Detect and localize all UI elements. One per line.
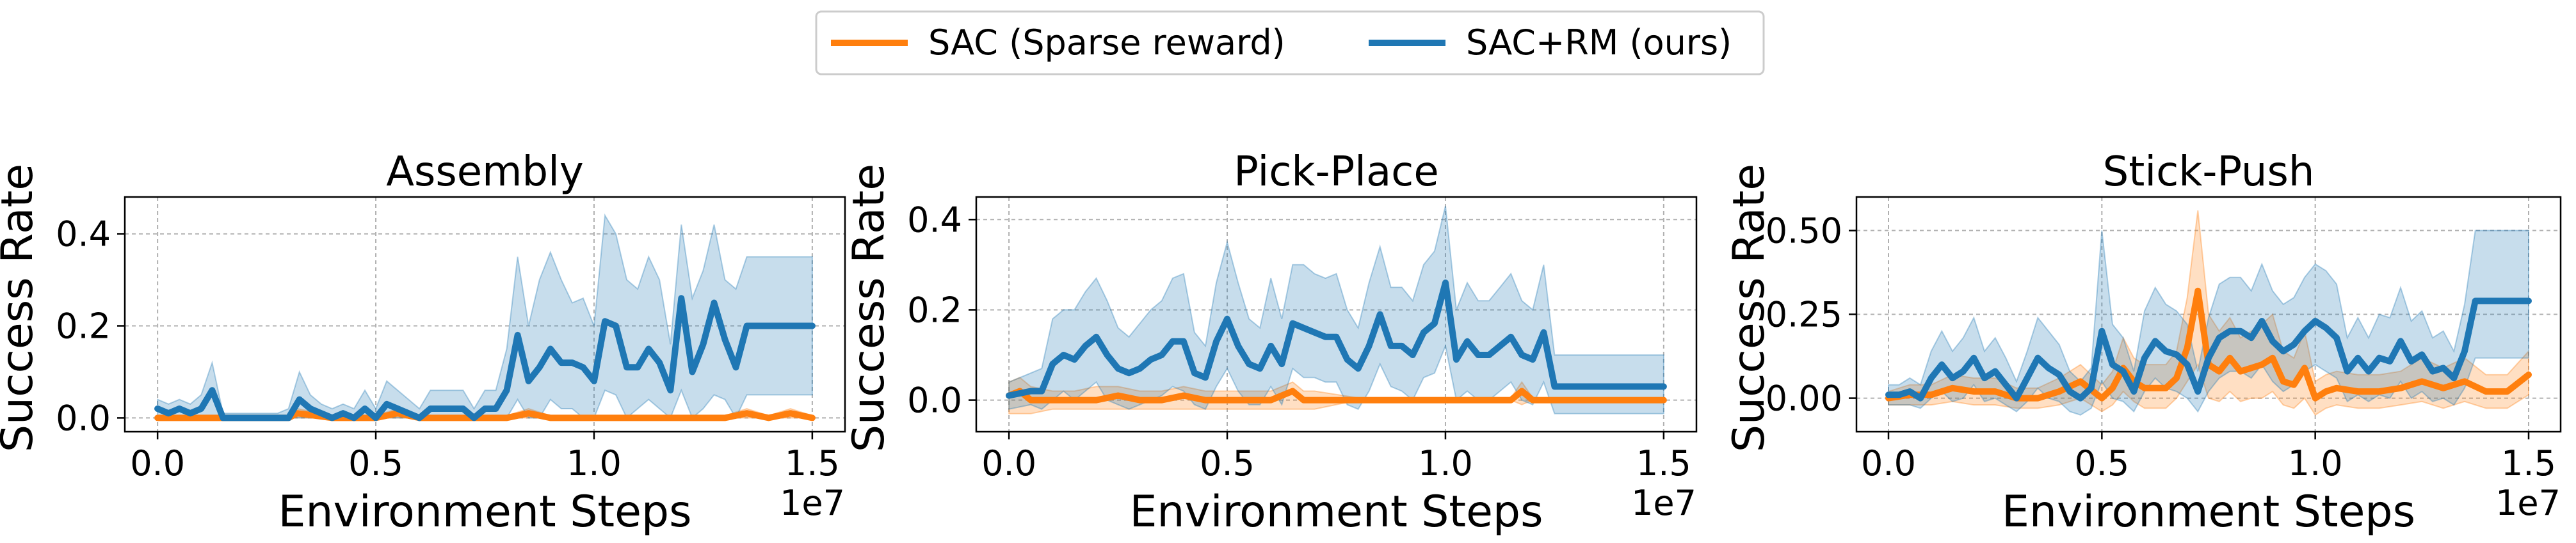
series-line-sac-rm (1006, 279, 1667, 399)
x-axis-label: Environment Steps (278, 487, 691, 537)
series-band-sac-rm (157, 213, 813, 420)
axes-frame (975, 196, 1698, 433)
x-tick-label: 1.0 (1418, 443, 1473, 484)
panel-assembly: 0.0 0.5 1.0 1.5 0.0 0.2 0.4 Assembly Environment… (0, 148, 846, 537)
legend-label-sac-rm: SAC+RM (ours) (1466, 22, 1732, 63)
y-tick-label: 0.25 (1766, 295, 1842, 335)
y-tick-label: 0.00 (1766, 379, 1842, 419)
y-tick-label: 0.50 (1766, 210, 1842, 251)
x-tick-label: 1.0 (567, 443, 622, 484)
x-axis-label: Environment Steps (2002, 487, 2415, 537)
y-tick-label: 0.4 (56, 214, 111, 255)
x-tick-label: 0.5 (2074, 443, 2129, 484)
series-line-sac-rm (1885, 297, 2532, 402)
panels: 0.0 0.5 1.0 1.5 0.0 0.2 0.4 Assembly Environment… (0, 148, 2562, 537)
y-axis-label: Success Rate (844, 164, 894, 452)
panel-title: Stick-Push (2103, 148, 2315, 196)
series-band-sac-rm (1008, 205, 1664, 414)
x-offset-label: 1e7 (2495, 483, 2561, 523)
legend-frame (815, 10, 1765, 75)
panel-title: Pick-Place (1234, 148, 1438, 196)
y-tick-label: 0.4 (907, 200, 962, 240)
x-tick-label: 1.5 (2501, 443, 2556, 484)
y-axis-label: Success Rate (0, 164, 43, 452)
x-axis-label: Environment Steps (1129, 487, 1543, 537)
x-tick-label: 0.0 (981, 443, 1036, 484)
x-tick-label: 0.0 (1861, 443, 1916, 484)
legend: SAC (Sparse reward) SAC+RM (ours) (815, 10, 1765, 75)
x-tick-label: 0.5 (348, 443, 403, 484)
y-tick-label: 0.2 (56, 306, 111, 346)
x-tick-label: 0.5 (1200, 443, 1255, 484)
panel-title: Assembly (386, 148, 583, 196)
x-tick-label: 1.0 (2288, 443, 2343, 484)
panel-pick-place: 0.0 0.5 1.0 1.5 0.0 0.2 0.4 Pick-Place Environme… (844, 148, 1698, 537)
x-offset-label: 1e7 (1631, 483, 1696, 523)
x-tick-label: 1.5 (1636, 443, 1691, 484)
panel-stick-push: 0.0 0.5 1.0 1.5 0.00 0.25 0.50 Stick-Push Enviro… (1724, 148, 2562, 537)
y-tick-label: 0.2 (907, 290, 962, 330)
x-offset-label: 1e7 (780, 483, 845, 523)
y-tick-label: 0.0 (907, 381, 962, 421)
x-tick-label: 1.5 (785, 443, 840, 484)
y-axis-label: Success Rate (1724, 164, 1775, 452)
axes-frame (124, 196, 846, 433)
series-line-sac-rm (154, 295, 816, 421)
x-tick-label: 0.0 (130, 443, 185, 484)
series-line-sac (1006, 388, 1667, 404)
legend-label-sac: SAC (Sparse reward) (928, 22, 1285, 63)
series-line-sac (1885, 287, 2532, 402)
y-tick-label: 0.0 (56, 398, 111, 438)
